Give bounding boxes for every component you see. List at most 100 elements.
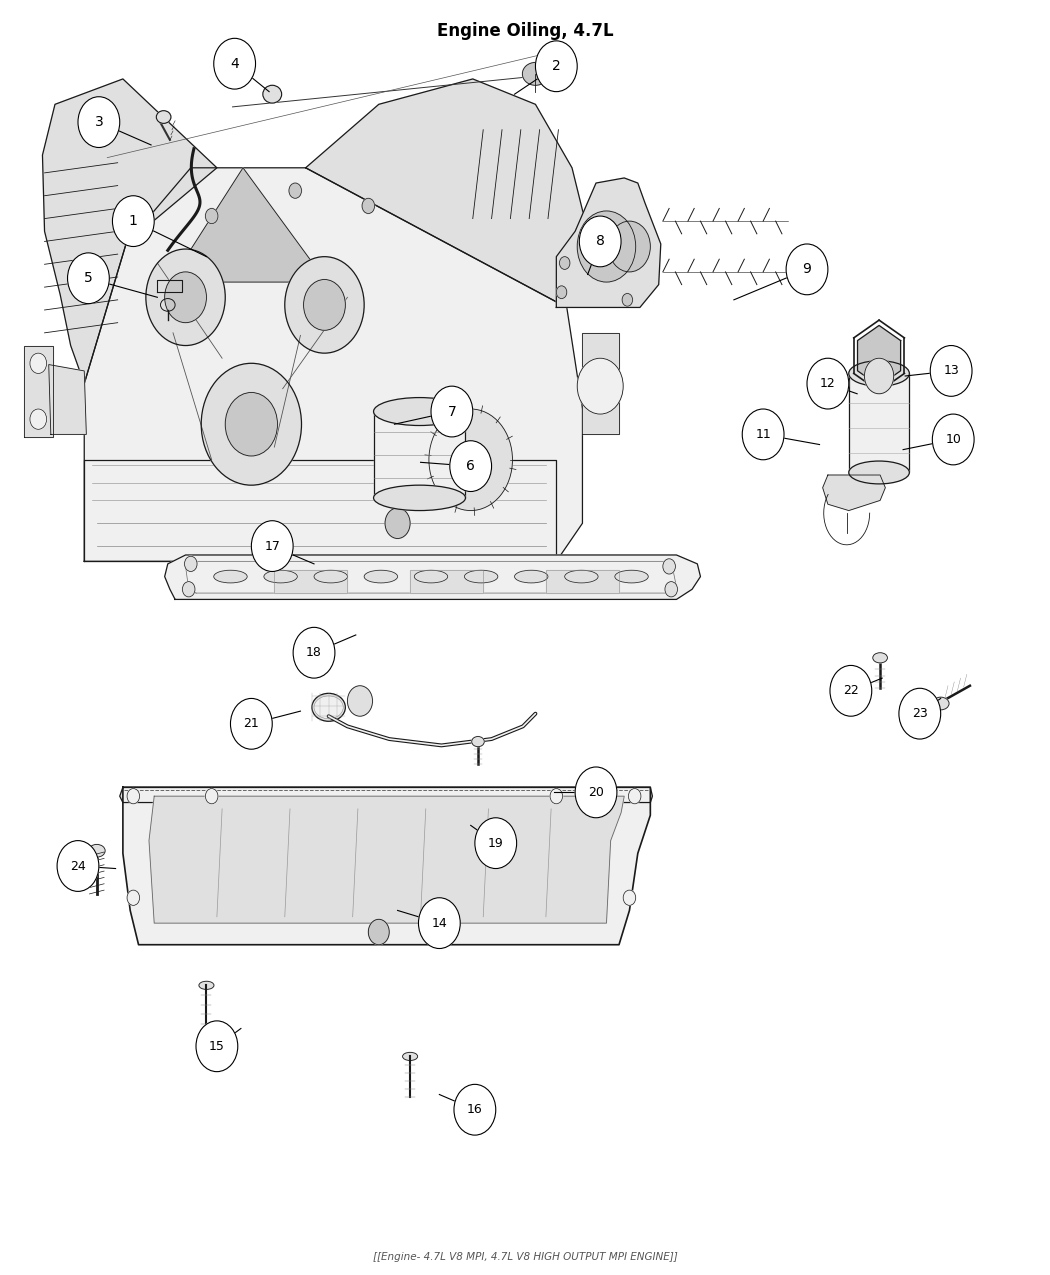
Text: 7: 7 bbox=[447, 404, 457, 418]
Text: 15: 15 bbox=[209, 1039, 225, 1053]
Ellipse shape bbox=[314, 570, 348, 583]
Circle shape bbox=[369, 919, 390, 945]
Ellipse shape bbox=[374, 398, 465, 426]
Circle shape bbox=[663, 558, 675, 574]
Text: [[Engine- 4.7L V8 MPI, 4.7L V8 HIGH OUTPUT MPI ENGINE]]: [[Engine- 4.7L V8 MPI, 4.7L V8 HIGH OUTP… bbox=[373, 1252, 677, 1262]
Polygon shape bbox=[120, 787, 652, 802]
Bar bbox=[848, 374, 909, 473]
Text: 12: 12 bbox=[820, 377, 836, 390]
Ellipse shape bbox=[471, 737, 484, 747]
Text: 18: 18 bbox=[307, 646, 322, 659]
Circle shape bbox=[578, 210, 635, 282]
Circle shape bbox=[57, 840, 99, 891]
Circle shape bbox=[578, 358, 624, 414]
Bar bbox=[411, 570, 483, 593]
Ellipse shape bbox=[214, 570, 247, 583]
Circle shape bbox=[165, 272, 207, 323]
Circle shape bbox=[550, 788, 563, 803]
Circle shape bbox=[185, 556, 197, 571]
Circle shape bbox=[830, 666, 871, 717]
Circle shape bbox=[536, 41, 578, 92]
Text: 20: 20 bbox=[588, 785, 604, 799]
Text: Engine Oiling, 4.7L: Engine Oiling, 4.7L bbox=[437, 22, 613, 40]
Circle shape bbox=[454, 1084, 496, 1135]
Ellipse shape bbox=[415, 570, 447, 583]
Circle shape bbox=[30, 353, 46, 374]
Text: 19: 19 bbox=[488, 836, 504, 849]
Circle shape bbox=[742, 409, 784, 460]
Circle shape bbox=[67, 252, 109, 303]
Text: 10: 10 bbox=[945, 434, 961, 446]
Text: 21: 21 bbox=[244, 718, 259, 731]
Circle shape bbox=[430, 386, 473, 437]
Circle shape bbox=[580, 215, 622, 266]
Circle shape bbox=[560, 256, 570, 269]
Polygon shape bbox=[42, 79, 217, 384]
Text: 13: 13 bbox=[943, 365, 959, 377]
Text: 6: 6 bbox=[466, 459, 476, 473]
Circle shape bbox=[230, 699, 272, 750]
Polygon shape bbox=[306, 79, 588, 307]
Ellipse shape bbox=[848, 361, 909, 386]
Text: 8: 8 bbox=[595, 235, 605, 249]
Circle shape bbox=[348, 686, 373, 717]
Text: 1: 1 bbox=[129, 214, 138, 228]
Bar bbox=[411, 570, 483, 593]
Polygon shape bbox=[123, 787, 650, 945]
Text: 24: 24 bbox=[70, 859, 86, 872]
Circle shape bbox=[285, 256, 364, 353]
Ellipse shape bbox=[88, 844, 105, 857]
Text: 14: 14 bbox=[432, 917, 447, 929]
Ellipse shape bbox=[364, 570, 398, 583]
Circle shape bbox=[183, 581, 195, 597]
Polygon shape bbox=[822, 476, 885, 510]
Ellipse shape bbox=[262, 85, 281, 103]
Polygon shape bbox=[84, 168, 583, 561]
Bar bbox=[374, 412, 465, 497]
Ellipse shape bbox=[464, 570, 498, 583]
Polygon shape bbox=[84, 460, 556, 561]
Ellipse shape bbox=[374, 486, 465, 510]
Circle shape bbox=[206, 788, 218, 803]
Circle shape bbox=[127, 788, 140, 803]
Text: 22: 22 bbox=[843, 685, 859, 697]
Circle shape bbox=[78, 97, 120, 148]
Circle shape bbox=[293, 627, 335, 678]
Text: 23: 23 bbox=[911, 708, 928, 720]
Text: 16: 16 bbox=[467, 1103, 483, 1116]
Circle shape bbox=[196, 1021, 237, 1072]
Circle shape bbox=[206, 208, 218, 223]
Circle shape bbox=[786, 244, 827, 295]
Circle shape bbox=[899, 688, 941, 739]
Circle shape bbox=[419, 898, 460, 949]
Ellipse shape bbox=[314, 696, 343, 719]
Circle shape bbox=[303, 279, 345, 330]
Bar bbox=[546, 570, 620, 593]
Ellipse shape bbox=[156, 111, 171, 124]
Polygon shape bbox=[158, 279, 183, 292]
Text: 5: 5 bbox=[84, 272, 92, 286]
Circle shape bbox=[624, 890, 635, 905]
Bar bbox=[848, 374, 909, 473]
Circle shape bbox=[623, 293, 632, 306]
Circle shape bbox=[385, 507, 411, 538]
Polygon shape bbox=[165, 555, 700, 599]
Ellipse shape bbox=[514, 570, 548, 583]
Ellipse shape bbox=[848, 462, 909, 485]
Ellipse shape bbox=[523, 62, 548, 85]
Circle shape bbox=[475, 817, 517, 868]
Circle shape bbox=[428, 409, 512, 510]
Text: 4: 4 bbox=[230, 56, 239, 70]
Circle shape bbox=[251, 520, 293, 571]
Ellipse shape bbox=[565, 570, 598, 583]
Circle shape bbox=[112, 196, 154, 246]
Text: 2: 2 bbox=[552, 59, 561, 73]
Circle shape bbox=[930, 346, 972, 397]
Bar bbox=[546, 570, 620, 593]
Ellipse shape bbox=[402, 1052, 418, 1061]
Ellipse shape bbox=[615, 570, 648, 583]
Ellipse shape bbox=[932, 697, 949, 710]
Circle shape bbox=[575, 768, 617, 817]
Circle shape bbox=[665, 581, 677, 597]
Ellipse shape bbox=[161, 298, 175, 311]
